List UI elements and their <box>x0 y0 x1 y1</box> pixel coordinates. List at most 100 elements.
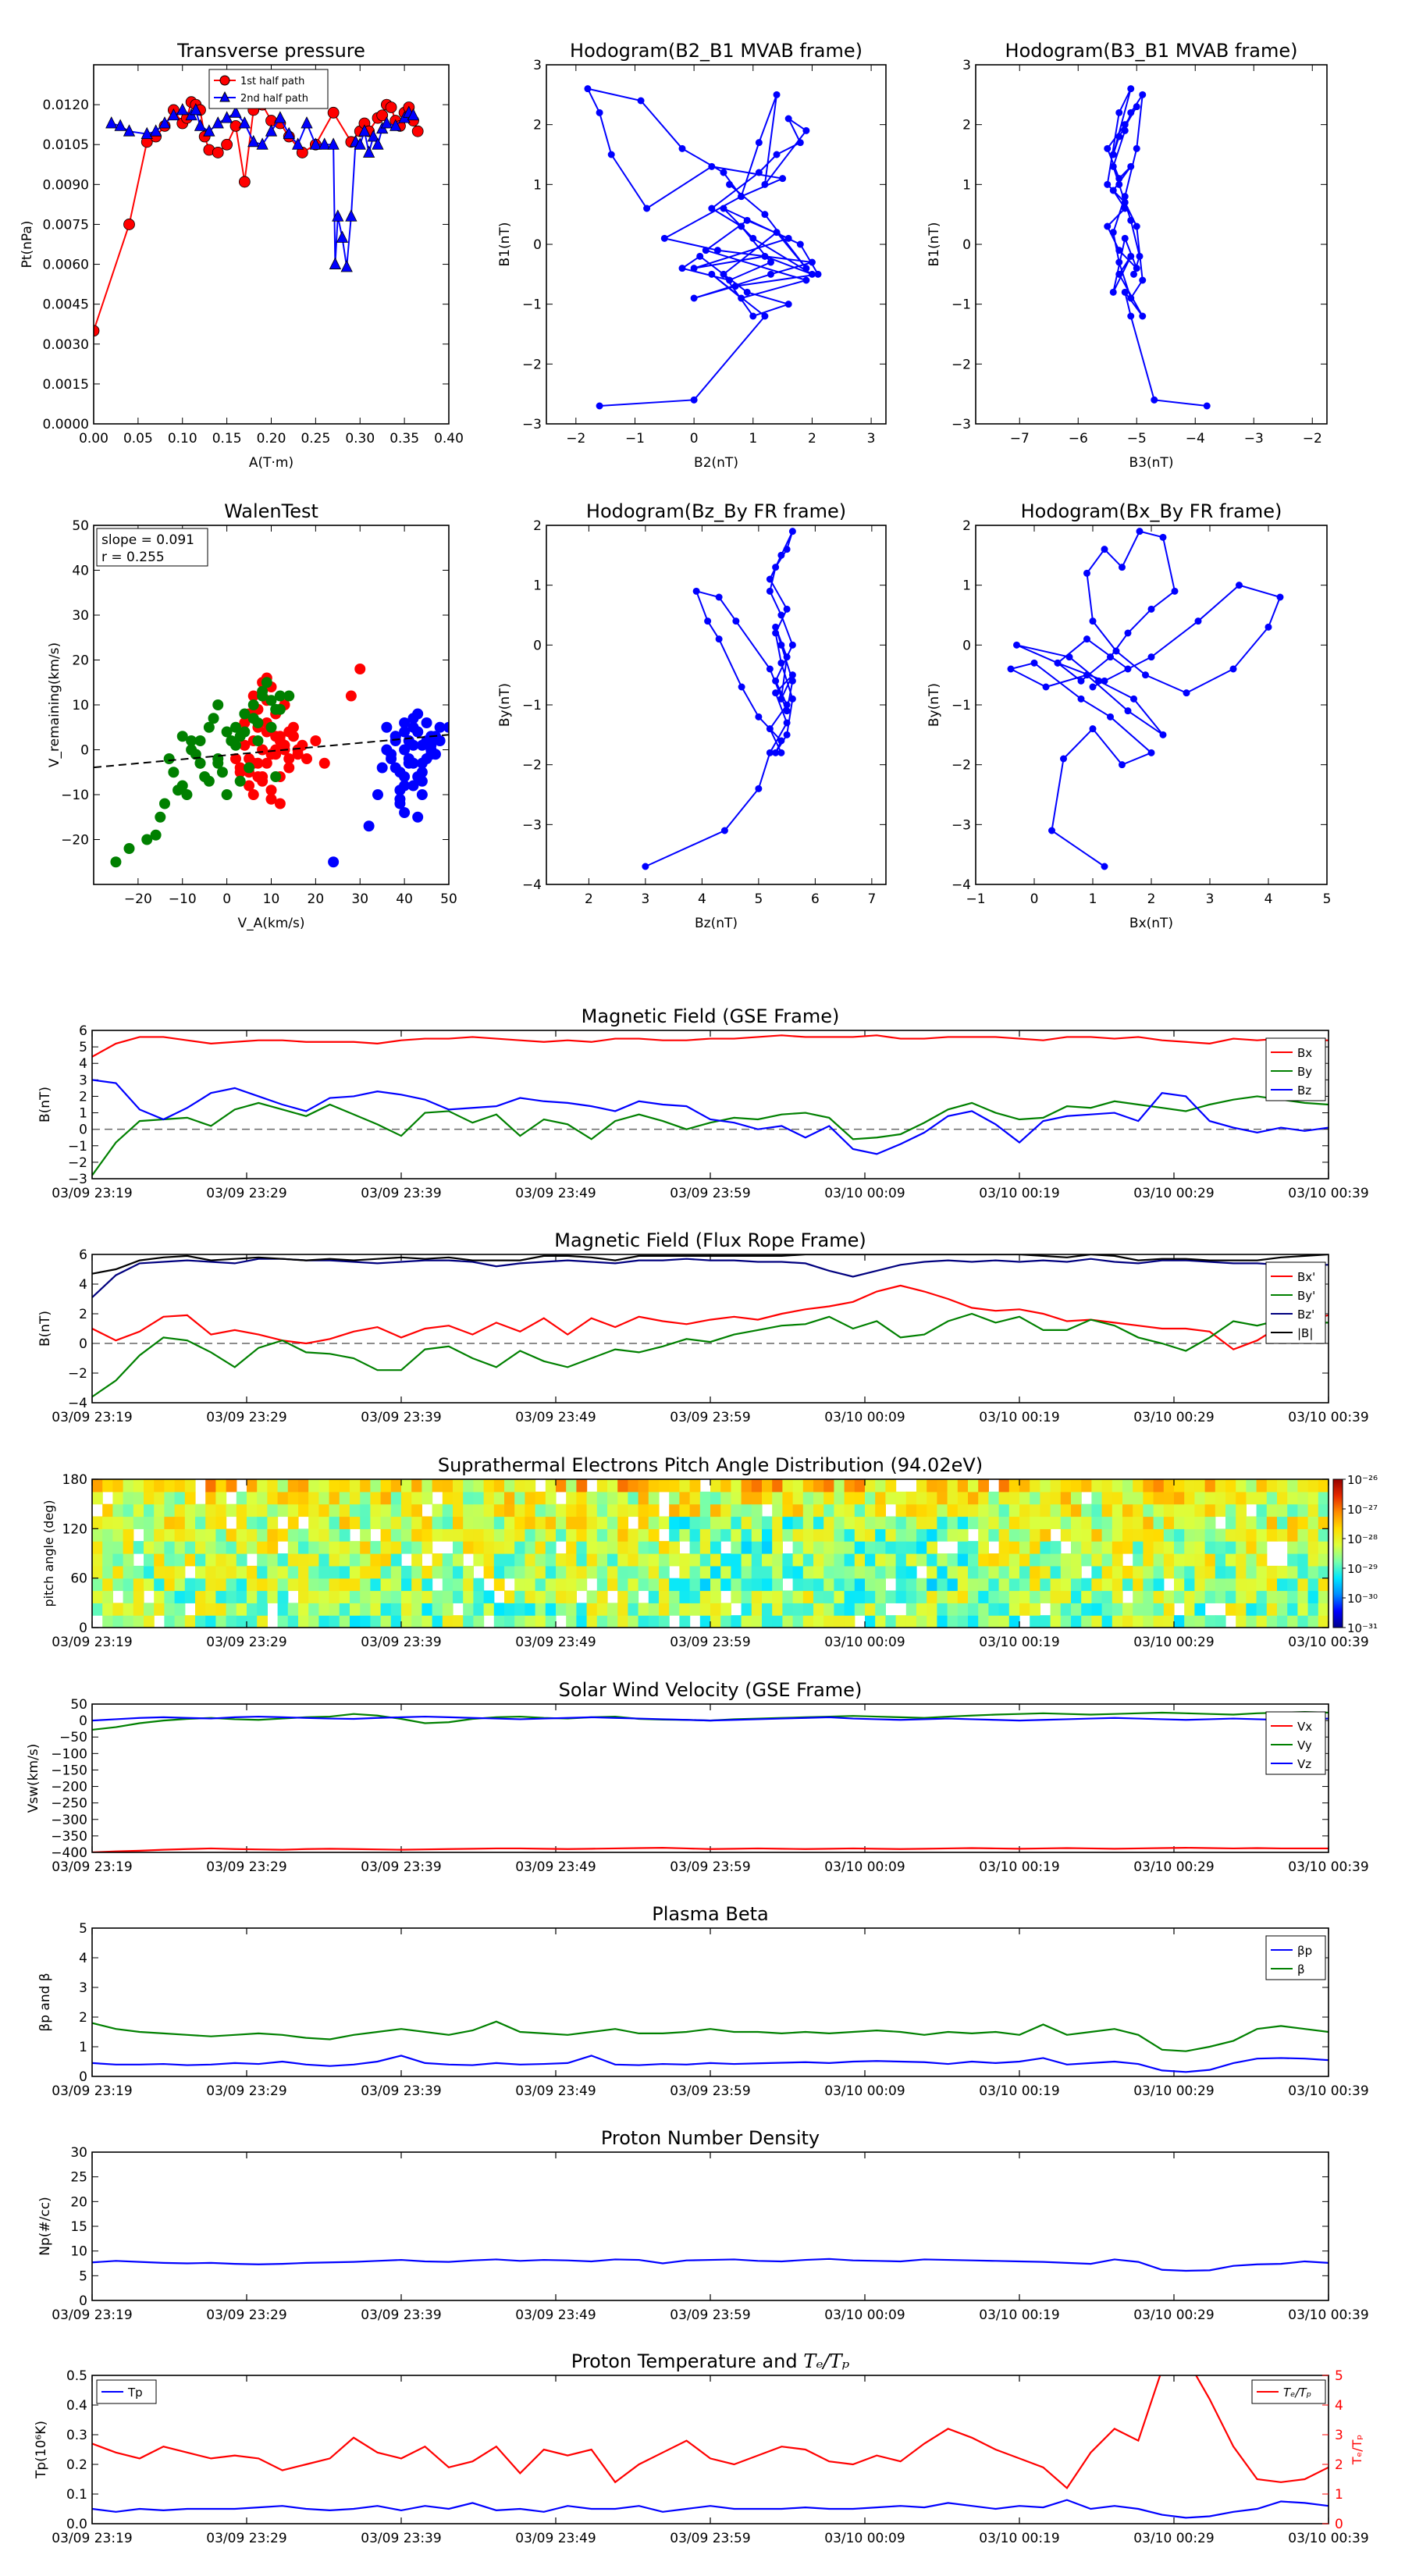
heatmap-cell <box>988 1503 1000 1517</box>
heatmap-cell <box>968 1553 979 1567</box>
heatmap-cell <box>112 1615 124 1628</box>
heatmap-cell <box>865 1491 876 1505</box>
x-tick-label: 0.00 <box>79 431 108 447</box>
heatmap-cell <box>772 1516 783 1529</box>
x-axis-label: A(T·m) <box>249 455 293 471</box>
heatmap-cell <box>998 1541 1010 1554</box>
x-tick-label: 03/10 00:09 <box>824 2083 905 2099</box>
heatmap-cell <box>802 1503 814 1517</box>
heatmap-cell <box>1266 1590 1278 1603</box>
heatmap-cell <box>1071 1553 1082 1567</box>
heatmap-cell <box>1112 1528 1123 1542</box>
heatmap-cell <box>1153 1516 1165 1529</box>
heatmap-cell <box>1184 1553 1195 1567</box>
heatmap-cell <box>164 1491 176 1505</box>
chart-title: Magnetic Field (Flux Rope Frame) <box>554 1229 866 1251</box>
heatmap-cell <box>1287 1503 1298 1517</box>
data-point <box>1060 755 1067 763</box>
heatmap-cell <box>453 1528 464 1542</box>
heatmap-cell <box>1122 1615 1133 1628</box>
x-tick-label: 03/10 00:39 <box>1288 1186 1368 1201</box>
heatmap-cell <box>802 1553 814 1567</box>
y-tick-label: −400 <box>51 1845 87 1861</box>
data-point <box>372 789 383 800</box>
heatmap-cell <box>144 1615 155 1628</box>
heatmap-cell <box>1287 1565 1298 1579</box>
data-point <box>358 124 371 137</box>
heatmap-cell <box>834 1603 845 1616</box>
data-point <box>394 793 406 805</box>
data-point <box>788 641 796 649</box>
heatmap-cell <box>875 1553 886 1567</box>
heatmap-cell <box>133 1503 144 1517</box>
x-tick-label: 03/10 00:29 <box>1133 1635 1214 1650</box>
heatmap-cell <box>741 1565 752 1579</box>
data-point <box>1109 187 1117 194</box>
heatmap-cell <box>1153 1603 1165 1616</box>
data-point <box>777 749 785 756</box>
heatmap-cell <box>792 1503 804 1517</box>
heatmap-cell <box>1163 1528 1175 1542</box>
heatmap-cell <box>596 1615 608 1628</box>
heatmap-cell <box>1101 1553 1113 1567</box>
heatmap-cell <box>865 1603 876 1616</box>
heatmap-cell <box>1246 1615 1257 1628</box>
x-tick-label: 03/10 00:09 <box>824 1410 905 1425</box>
data-point <box>1054 659 1062 667</box>
data-point <box>141 834 153 845</box>
heatmap-cell <box>226 1590 237 1603</box>
y-tick-label: 0.0015 <box>43 377 89 393</box>
data-point <box>1115 133 1123 141</box>
data-point <box>1083 671 1090 679</box>
heatmap-cell <box>154 1528 165 1542</box>
x-tick-label: 03/10 00:09 <box>824 2307 905 2323</box>
heatmap-cell <box>648 1479 660 1493</box>
heatmap-cell <box>525 1516 536 1529</box>
heatmap-cell <box>1318 1491 1329 1505</box>
heatmap-cell <box>277 1603 289 1616</box>
y-tick-label: 6 <box>79 1023 87 1039</box>
colorbar-tick-label: 10⁻³⁰ <box>1347 1592 1378 1606</box>
heatmap-cell <box>968 1516 979 1529</box>
y-tick-label: 0.0 <box>66 2517 87 2532</box>
data-point <box>1121 193 1129 201</box>
heatmap-cell <box>596 1491 608 1505</box>
heatmap-cell <box>463 1615 474 1628</box>
data-point <box>696 252 704 260</box>
heatmap-cell <box>802 1565 814 1579</box>
heatmap-cell <box>1133 1516 1144 1529</box>
heatmap-cell <box>390 1615 402 1628</box>
heatmap-cell <box>483 1603 495 1616</box>
x-tick-label: 03/09 23:39 <box>361 1410 441 1425</box>
heatmap-cell <box>1236 1528 1247 1542</box>
heatmap-cell <box>854 1491 866 1505</box>
data-point <box>1109 151 1117 158</box>
heatmap-cell <box>741 1528 752 1542</box>
heatmap-cell <box>895 1491 907 1505</box>
heatmap-cell <box>679 1615 691 1628</box>
heatmap-cell <box>927 1479 937 1493</box>
data-point <box>660 234 668 242</box>
data-point <box>773 151 781 158</box>
heatmap-cell <box>184 1528 196 1542</box>
heatmap-cell <box>844 1516 855 1529</box>
y-axis-label: Np(#/cc) <box>37 2197 53 2255</box>
heatmap-cell <box>720 1603 731 1616</box>
data-point <box>345 209 357 222</box>
data-point <box>1139 276 1147 284</box>
heatmap-cell <box>247 1491 258 1505</box>
heatmap-cell <box>1091 1615 1103 1628</box>
heatmap-cell <box>586 1541 598 1554</box>
heatmap-cell <box>308 1603 319 1616</box>
data-point <box>399 744 411 756</box>
heatmap-cell <box>957 1578 969 1592</box>
y-tick-label: 3 <box>79 1980 87 1996</box>
heatmap-cell <box>1008 1516 1020 1529</box>
heatmap-cell <box>1297 1491 1309 1505</box>
x-tick-label: 03/09 23:49 <box>515 1186 596 1201</box>
heatmap-cell <box>1143 1603 1154 1616</box>
heatmap-cell <box>370 1553 382 1567</box>
heatmap-cell <box>493 1503 505 1517</box>
data-point <box>777 611 785 619</box>
data-point <box>203 124 215 137</box>
